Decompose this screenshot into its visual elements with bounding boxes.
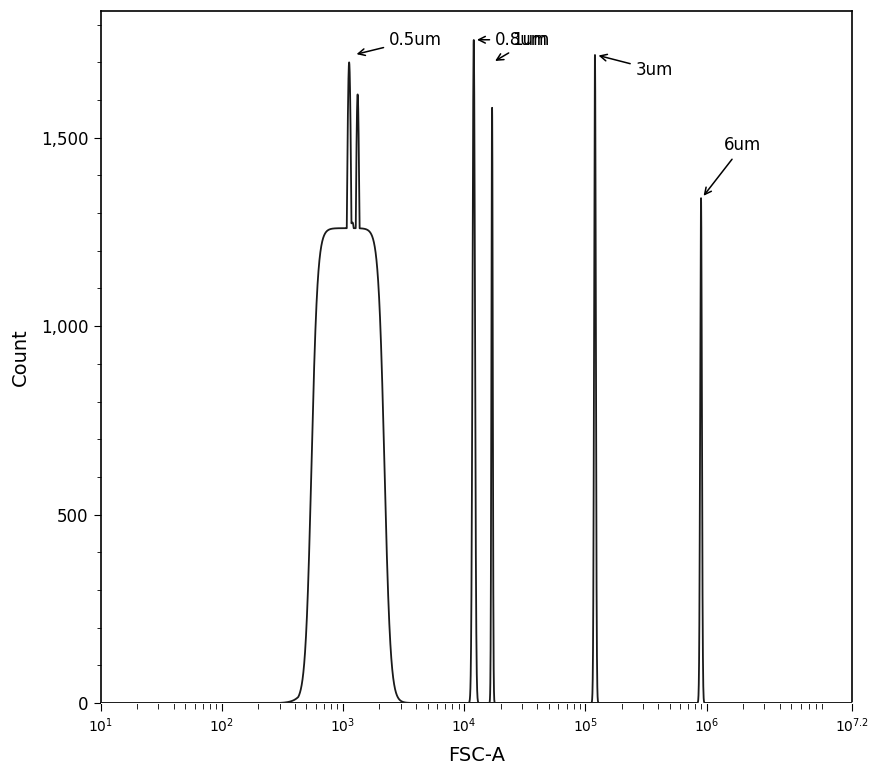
Text: 0.8um: 0.8um [479, 31, 548, 49]
Text: 6um: 6um [705, 137, 761, 195]
X-axis label: FSC-A: FSC-A [448, 746, 505, 765]
Y-axis label: Count: Count [11, 328, 30, 386]
Text: 1um: 1um [496, 31, 550, 60]
Text: 0.5um: 0.5um [358, 31, 442, 55]
Text: 3um: 3um [600, 54, 673, 79]
